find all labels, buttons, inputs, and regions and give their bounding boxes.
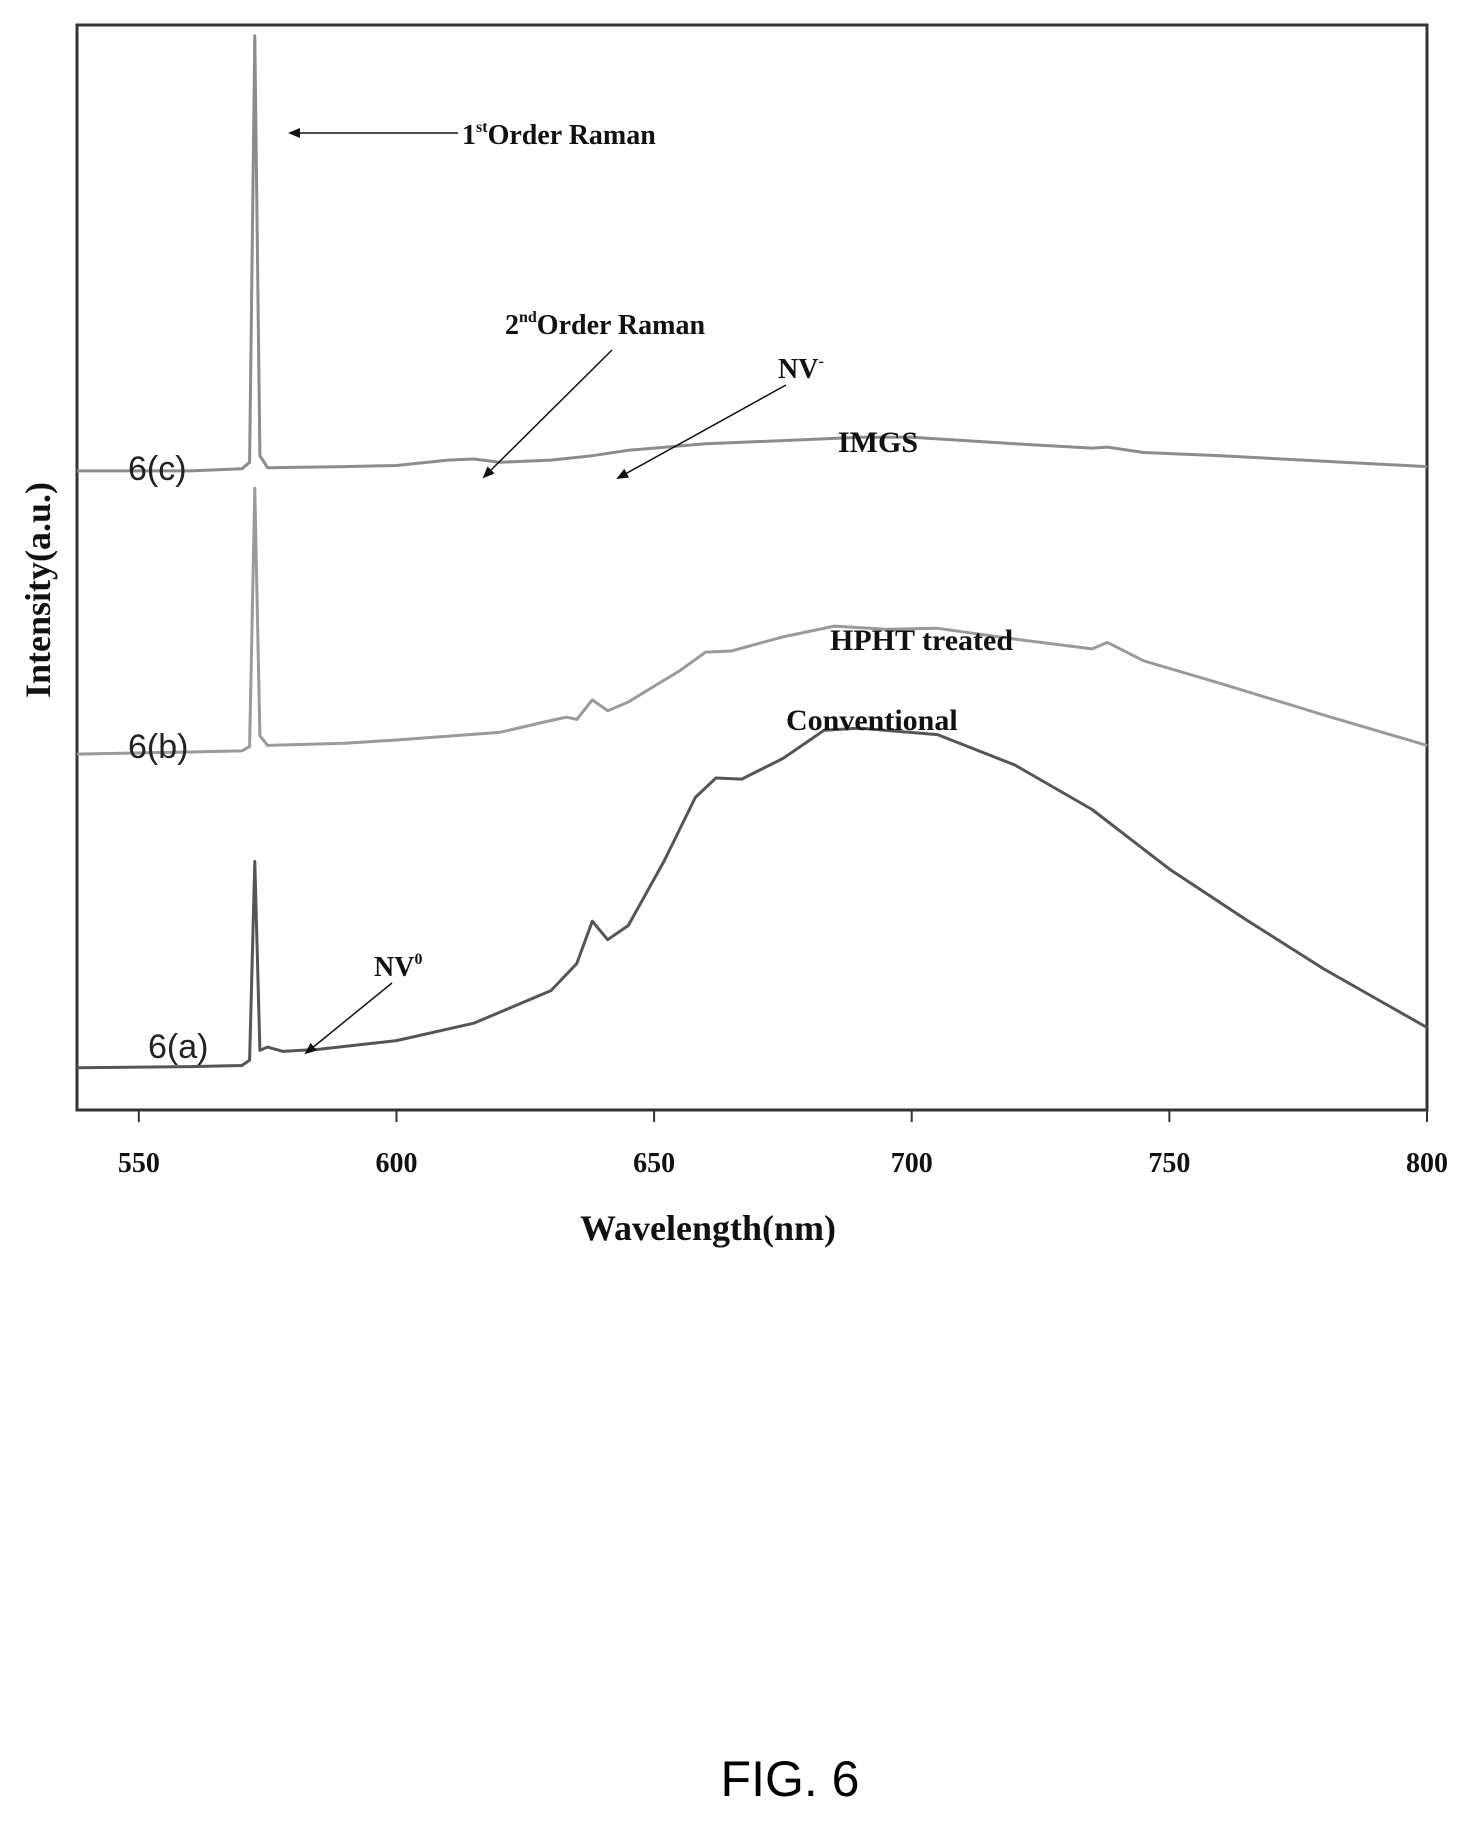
raman1-label: 1stOrder Raman (462, 119, 656, 151)
nvminus-arrow (616, 384, 787, 479)
raman2-label-sup: nd (519, 309, 537, 326)
nv0-label-base: NV (374, 952, 414, 983)
nv0-label: NV0 (374, 951, 422, 983)
y-axis-title: Intensity(a.u.) (18, 482, 58, 698)
nvminus-label-base: NV (778, 354, 818, 385)
figure-caption: FIG. 6 (721, 1751, 860, 1807)
imgs-label: IMGS (838, 426, 918, 459)
nv0-arrow (304, 982, 393, 1055)
x-axis: 550 600 650 700 750 800 (118, 1110, 1448, 1179)
raman1-label-rest: Order Raman (488, 120, 657, 151)
x-tick-label: 700 (891, 1148, 933, 1179)
series-line-1 (76, 486, 1428, 756)
series-label-c: 6(c) (128, 450, 187, 488)
raman2-arrow (482, 349, 613, 479)
series-label-b: 6(b) (128, 728, 188, 766)
series-line-2 (76, 726, 1428, 1070)
nvminus-label: NV- (778, 353, 824, 385)
x-tick-label: 750 (1148, 1148, 1190, 1179)
raman2-label-base: 2 (505, 310, 519, 341)
series-label-a: 6(a) (148, 1028, 208, 1066)
hpht-label: HPHT treated (830, 624, 1013, 657)
x-tick-label: 650 (633, 1148, 675, 1179)
nv0-label-sup: 0 (414, 951, 422, 968)
x-tick-label: 600 (375, 1148, 417, 1179)
raman1-label-sup: st (476, 119, 488, 136)
raman2-label: 2ndOrder Raman (505, 309, 705, 341)
raman1-label-base: 1 (462, 120, 476, 151)
raman2-label-rest: Order Raman (537, 310, 706, 341)
conventional-label: Conventional (786, 704, 958, 737)
x-axis-title: Wavelength(nm) (580, 1208, 836, 1248)
nvminus-label-sup: - (818, 353, 823, 370)
x-tick-label: 550 (118, 1148, 160, 1179)
series-layer (76, 34, 1428, 1070)
plot-frame (75, 23, 1429, 1112)
series-line-0 (77, 34, 1428, 473)
x-tick-label: 800 (1406, 1148, 1448, 1179)
